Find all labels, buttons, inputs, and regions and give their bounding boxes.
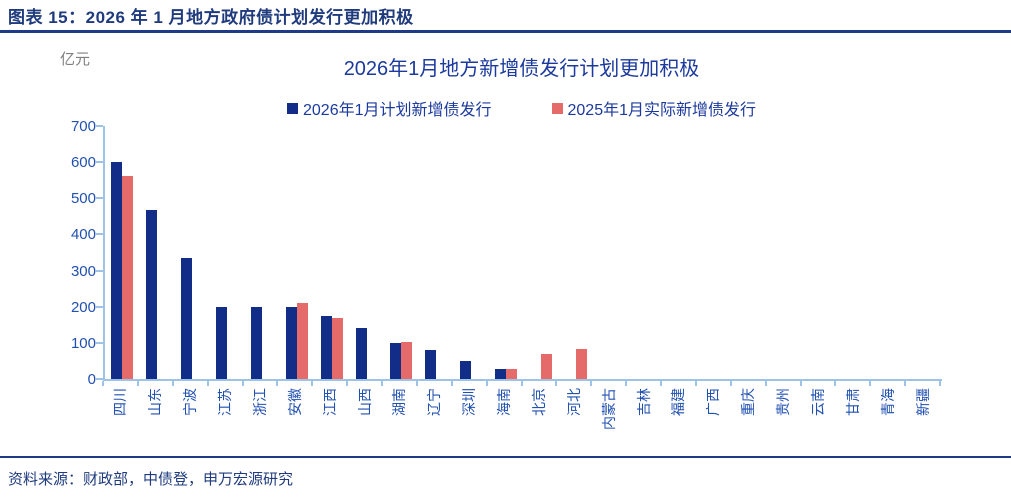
x-axis-tick (834, 381, 837, 386)
x-tick-label: 山西 (356, 388, 373, 416)
x-tick-label: 湖南 (391, 388, 408, 416)
x-tick-label: 吉林 (635, 388, 652, 416)
x-axis-tick (764, 381, 767, 386)
x-tick-label: 福建 (670, 388, 687, 416)
bar (575, 349, 587, 379)
bar (296, 302, 308, 379)
legend: 2026年1月计划新增债发行 2025年1月实际新增债发行 (103, 96, 940, 120)
legend-label: 2025年1月实际新增债发行 (567, 102, 757, 119)
y-axis-tick (96, 233, 103, 236)
bar (390, 342, 402, 379)
x-axis-tick (904, 381, 907, 386)
source-note: 资料来源：财政部，中债登，申万宏源研究 (8, 471, 294, 488)
y-axis-tick (96, 341, 103, 344)
bar (425, 350, 437, 379)
x-tick-label: 浙江 (251, 388, 268, 416)
legend-marker-icon (287, 102, 298, 114)
x-axis-tick (206, 381, 209, 386)
x-axis-tick (799, 381, 802, 386)
x-tick-label: 内蒙古 (600, 388, 617, 430)
x-tick-label: 山东 (147, 388, 164, 416)
y-tick-label: 0 (87, 371, 96, 388)
bar (401, 342, 413, 379)
x-axis-tick (869, 381, 872, 386)
x-axis-tick (346, 381, 349, 386)
bar (122, 175, 134, 379)
bar (331, 318, 343, 379)
x-tick-label: 江西 (321, 388, 338, 416)
figure-caption: 图表 15：2026 年 1 月地方政府债计划发行更加积极 (8, 8, 414, 27)
y-axis-tick (96, 305, 103, 308)
bar (146, 210, 158, 379)
x-tick-label: 宁波 (182, 388, 199, 416)
bar (111, 162, 123, 379)
bar (320, 315, 332, 379)
x-axis-tick (450, 381, 453, 386)
x-tick-label: 贵州 (775, 388, 792, 416)
x-tick-label: 云南 (809, 388, 826, 416)
y-tick-label: 200 (70, 298, 96, 316)
bar (250, 306, 262, 379)
x-axis-tick (381, 381, 383, 386)
x-axis-tick (625, 381, 628, 386)
x-axis-tick (311, 381, 314, 386)
x-axis-tick (590, 381, 593, 386)
y-axis-tick (96, 197, 103, 200)
x-axis-tick (102, 381, 104, 386)
x-axis-tick (520, 381, 523, 386)
bar (355, 328, 367, 379)
x-tick-label: 新疆 (914, 388, 931, 416)
legend-marker-icon (551, 102, 563, 114)
x-tick-label: 辽宁 (426, 388, 443, 416)
legend-item: 2026年1月计划新增债发行 (287, 96, 492, 120)
x-tick-label: 广西 (705, 388, 722, 416)
x-axis-tick (660, 381, 662, 386)
y-tick-label: 400 (70, 226, 96, 244)
y-axis-tick (96, 269, 103, 272)
plot-area (103, 126, 942, 381)
bar (181, 257, 193, 379)
y-tick-label: 600 (70, 154, 96, 172)
x-tick-label: 重庆 (740, 388, 757, 416)
x-axis-tick (694, 381, 697, 386)
y-tick-label: 500 (70, 190, 96, 208)
chart-title: 2026年1月地方新增债发行计划更加积极 (343, 58, 700, 80)
legend-label: 2026年1月计划新增债发行 (303, 102, 492, 119)
x-axis-tick (729, 381, 732, 386)
x-axis-tick (136, 381, 139, 386)
x-tick-label: 深圳 (461, 388, 478, 416)
caption-underline (0, 30, 1011, 33)
x-tick-label: 安徽 (286, 388, 303, 416)
x-tick-label: 四川 (112, 388, 129, 416)
x-axis-tick (939, 381, 941, 386)
y-unit-label: 亿元 (60, 51, 91, 68)
y-axis-tick (96, 378, 103, 380)
x-axis-tick (276, 381, 279, 386)
bar (216, 306, 228, 379)
source-divider (0, 456, 1011, 458)
x-tick-label: 甘肃 (844, 388, 861, 416)
bar (460, 360, 472, 379)
y-tick-label: 700 (70, 118, 96, 135)
x-tick-label: 河北 (565, 388, 582, 416)
bar (285, 306, 297, 379)
x-tick-label: 北京 (530, 388, 547, 416)
legend-item: 2025年1月实际新增债发行 (551, 96, 757, 120)
y-tick-label: 100 (70, 334, 96, 352)
x-axis-tick (555, 381, 558, 386)
bar (495, 368, 507, 379)
x-tick-label: 江苏 (217, 388, 234, 416)
x-axis-tick (485, 381, 488, 386)
x-tick-label: 海南 (496, 388, 513, 416)
x-axis-tick (241, 381, 244, 386)
y-axis-tick (96, 161, 103, 164)
x-tick-label: 青海 (879, 388, 896, 416)
bar (506, 369, 518, 379)
x-axis-tick (171, 381, 174, 386)
y-axis-tick (96, 125, 103, 127)
bar (540, 354, 552, 379)
x-axis-tick (415, 381, 418, 386)
y-tick-label: 300 (70, 262, 96, 280)
